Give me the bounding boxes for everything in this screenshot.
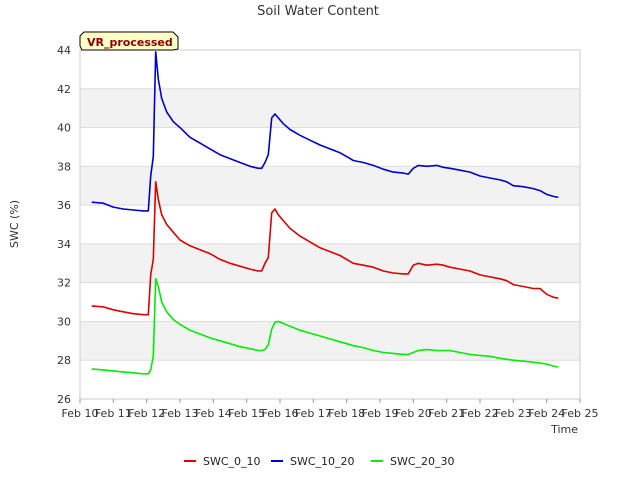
legend-label: SWC_10_20 xyxy=(290,455,355,468)
y-tick-label: 38 xyxy=(57,160,71,173)
x-tick-label: Feb 20 xyxy=(395,407,432,420)
y-tick-label: 26 xyxy=(57,393,71,406)
y-tick-labels: 26 28 30 32 34 36 38 40 42 44 xyxy=(57,44,71,406)
x-tick-label: Feb 10 xyxy=(62,407,99,420)
badge-label: VR_processed xyxy=(87,36,173,49)
x-tick-label: Feb 24 xyxy=(528,407,565,420)
x-tick-label: Feb 19 xyxy=(362,407,399,420)
x-tick-label: Feb 25 xyxy=(562,407,599,420)
plot-band xyxy=(80,88,580,128)
x-tick-label: Feb 13 xyxy=(162,407,199,420)
series-lines xyxy=(91,51,559,375)
x-tick-label: Feb 15 xyxy=(228,407,265,420)
vr-processed-badge: VR_processed xyxy=(79,31,179,51)
y-tick-label: 34 xyxy=(57,238,71,251)
x-tick-label: Feb 11 xyxy=(95,407,132,420)
plot-band xyxy=(80,321,580,361)
plot-frame xyxy=(79,49,581,400)
y-tick-label: 42 xyxy=(57,83,71,96)
y-tick-label: 36 xyxy=(57,199,71,212)
y-tick-label: 44 xyxy=(57,44,71,57)
series-line-swc-0-10 xyxy=(91,181,559,316)
x-tick-label: Feb 16 xyxy=(262,407,299,420)
y-tick-label: 40 xyxy=(57,122,71,135)
legend: SWC_0_10 SWC_10_20 SWC_20_30 xyxy=(184,455,455,468)
x-tick-label: Feb 22 xyxy=(462,407,499,420)
x-tick-label: Feb 12 xyxy=(128,407,165,420)
y-tick-label: 32 xyxy=(57,277,71,290)
legend-label: SWC_0_10 xyxy=(203,455,261,468)
y-tick-label: 28 xyxy=(57,354,71,367)
legend-label: SWC_20_30 xyxy=(390,455,455,468)
y-axis-label: SWC (%) xyxy=(8,200,21,248)
x-tick-label: Feb 14 xyxy=(195,407,232,420)
x-tick-label: Feb 18 xyxy=(328,407,365,420)
x-tick-label: Feb 17 xyxy=(295,407,332,420)
plot-band xyxy=(80,243,580,283)
series-line-swc-10-20 xyxy=(91,51,559,212)
x-tick-label: Feb 21 xyxy=(428,407,465,420)
y-tick-label: 30 xyxy=(57,315,71,328)
x-axis-label: Time xyxy=(550,423,578,436)
series-line-swc-20-30 xyxy=(91,278,559,375)
plot-band xyxy=(80,166,580,206)
chart-title: Soil Water Content xyxy=(257,4,379,19)
x-tick-label: Feb 23 xyxy=(495,407,532,420)
plot-background xyxy=(80,50,580,399)
